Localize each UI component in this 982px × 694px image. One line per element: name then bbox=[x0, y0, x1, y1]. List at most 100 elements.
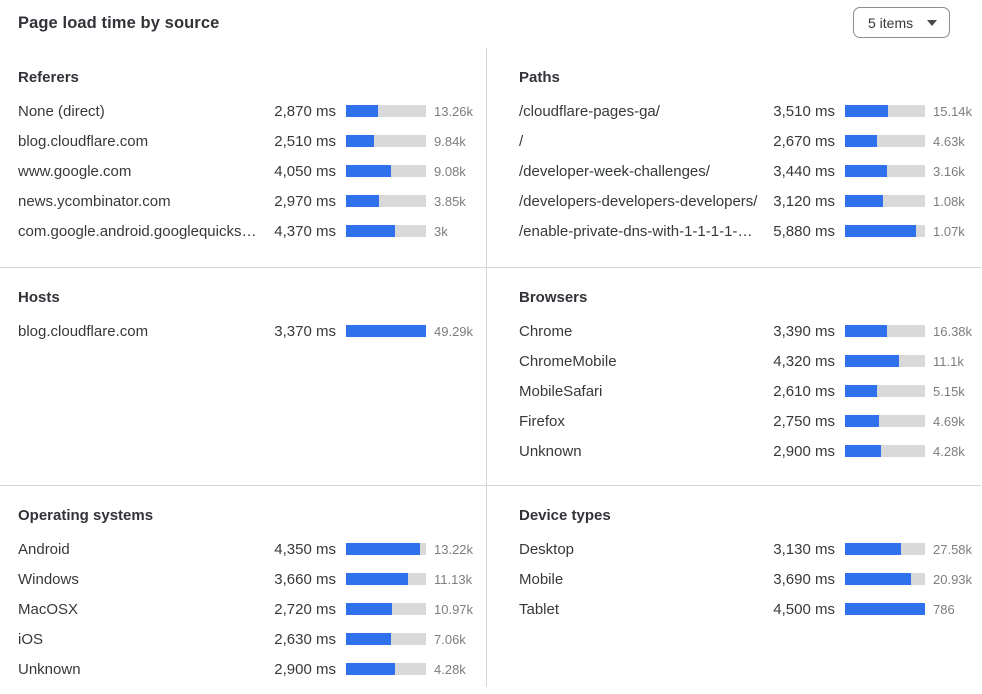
stat-row[interactable]: blog.cloudflare.com 3,370 ms 49.29k bbox=[18, 316, 478, 346]
stat-row[interactable]: Unknown 2,900 ms 4.28k bbox=[519, 436, 977, 466]
stat-row[interactable]: Windows 3,660 ms 11.13k bbox=[18, 564, 478, 594]
load-time-bar bbox=[845, 195, 925, 207]
items-count-dropdown[interactable]: 5 items bbox=[853, 7, 950, 38]
load-time-bar bbox=[845, 603, 925, 615]
load-time-bar-fill bbox=[845, 135, 878, 147]
row-label: /cloudflare-pages-ga/ bbox=[519, 102, 660, 120]
load-time-bar-fill bbox=[346, 105, 378, 117]
load-time-bar-fill bbox=[845, 603, 925, 615]
load-time-bar-fill bbox=[845, 415, 880, 427]
load-time-bar-fill bbox=[845, 543, 901, 555]
stat-row[interactable]: None (direct) 2,870 ms 13.26k bbox=[18, 96, 478, 126]
stat-row[interactable]: ChromeMobile 4,320 ms 11.1k bbox=[519, 346, 977, 376]
load-time-bar bbox=[845, 445, 925, 457]
load-time-bar bbox=[346, 543, 426, 555]
row-load-time: 3,370 ms bbox=[274, 322, 336, 340]
row-load-time: 4,370 ms bbox=[274, 222, 336, 240]
row-label: Mobile bbox=[519, 570, 564, 588]
stat-row[interactable]: /developer-week-challenges/ 3,440 ms 3.1… bbox=[519, 156, 977, 186]
load-time-bar bbox=[845, 415, 925, 427]
row-load-time: 2,630 ms bbox=[274, 630, 336, 648]
row-count: 9.84k bbox=[434, 133, 466, 149]
stat-row[interactable]: Chrome 3,390 ms 16.38k bbox=[519, 316, 977, 346]
load-time-bar bbox=[845, 325, 925, 337]
stat-row[interactable]: MacOSX 2,720 ms 10.97k bbox=[18, 594, 478, 624]
stat-row[interactable]: Firefox 2,750 ms 4.69k bbox=[519, 406, 977, 436]
stat-panel-hosts: Hosts blog.cloudflare.com 3,370 ms 49.29… bbox=[0, 267, 486, 485]
row-label: / bbox=[519, 132, 524, 150]
load-time-bar bbox=[346, 135, 426, 147]
panel-rows: /cloudflare-pages-ga/ 3,510 ms 15.14k / … bbox=[519, 96, 977, 246]
row-label: Chrome bbox=[519, 322, 573, 340]
load-time-bar bbox=[346, 663, 426, 675]
row-count: 11.13k bbox=[434, 571, 473, 587]
stat-row[interactable]: Mobile 3,690 ms 20.93k bbox=[519, 564, 977, 594]
stat-row[interactable]: Tablet 4,500 ms 786 bbox=[519, 594, 977, 624]
stat-row[interactable]: news.ycombinator.com 2,970 ms 3.85k bbox=[18, 186, 478, 216]
stat-row[interactable]: /enable-private-dns-with-1-1-1-1-on-... … bbox=[519, 216, 977, 246]
load-time-bar bbox=[845, 165, 925, 177]
row-count: 786 bbox=[933, 601, 955, 617]
page-title: Page load time by source bbox=[18, 14, 220, 32]
stat-row[interactable]: /developers-developers-developers/ 3,120… bbox=[519, 186, 977, 216]
load-time-bar-fill bbox=[845, 105, 888, 117]
stat-row[interactable]: Unknown 2,900 ms 4.28k bbox=[18, 654, 478, 684]
load-time-bar bbox=[346, 165, 426, 177]
row-label: Android bbox=[18, 540, 70, 558]
panel-rows: blog.cloudflare.com 3,370 ms 49.29k bbox=[18, 316, 478, 346]
load-time-bar-fill bbox=[346, 195, 380, 207]
row-label: ChromeMobile bbox=[519, 352, 617, 370]
widget-header: Page load time by source 5 items bbox=[0, 0, 982, 48]
stat-row[interactable]: MobileSafari 2,610 ms 5.15k bbox=[519, 376, 977, 406]
load-time-bar-fill bbox=[346, 663, 396, 675]
stat-row[interactable]: com.google.android.googlequicksearc... 4… bbox=[18, 216, 478, 246]
row-label: Desktop bbox=[519, 540, 575, 558]
stat-row[interactable]: www.google.com 4,050 ms 9.08k bbox=[18, 156, 478, 186]
row-load-time: 2,510 ms bbox=[274, 132, 336, 150]
row-load-time: 3,130 ms bbox=[773, 540, 835, 558]
chevron-down-icon bbox=[927, 20, 937, 26]
row-count: 7.06k bbox=[434, 631, 466, 647]
load-time-bar bbox=[346, 105, 426, 117]
stat-panel-paths: Paths /cloudflare-pages-ga/ 3,510 ms 15.… bbox=[486, 48, 981, 267]
load-time-bar-fill bbox=[845, 573, 911, 585]
stat-row[interactable]: blog.cloudflare.com 2,510 ms 9.84k bbox=[18, 126, 478, 156]
row-load-time: 3,510 ms bbox=[773, 102, 835, 120]
stat-row[interactable]: Android 4,350 ms 13.22k bbox=[18, 534, 478, 564]
row-count: 4.69k bbox=[933, 413, 965, 429]
row-label: www.google.com bbox=[18, 162, 132, 180]
stat-panel-device-types: Device types Desktop 3,130 ms 27.58k Mob… bbox=[486, 485, 981, 687]
row-load-time: 4,500 ms bbox=[773, 600, 835, 618]
row-label: news.ycombinator.com bbox=[18, 192, 171, 210]
row-load-time: 3,690 ms bbox=[773, 570, 835, 588]
row-label: /developer-week-challenges/ bbox=[519, 162, 710, 180]
row-load-time: 2,610 ms bbox=[773, 382, 835, 400]
load-time-bar-fill bbox=[346, 573, 409, 585]
load-time-bar bbox=[845, 385, 925, 397]
row-label: Firefox bbox=[519, 412, 565, 430]
stat-row[interactable]: iOS 2,630 ms 7.06k bbox=[18, 624, 478, 654]
load-time-bar bbox=[346, 573, 426, 585]
stat-row[interactable]: Desktop 3,130 ms 27.58k bbox=[519, 534, 977, 564]
load-time-bar-fill bbox=[845, 355, 899, 367]
row-load-time: 3,120 ms bbox=[773, 192, 835, 210]
row-count: 15.14k bbox=[933, 103, 973, 119]
load-time-bar-fill bbox=[346, 325, 426, 337]
stat-row[interactable]: / 2,670 ms 4.63k bbox=[519, 126, 977, 156]
load-time-bar-fill bbox=[845, 165, 887, 177]
row-count: 16.38k bbox=[933, 323, 973, 339]
load-time-bar bbox=[845, 105, 925, 117]
row-label: blog.cloudflare.com bbox=[18, 132, 149, 150]
load-time-bar-fill bbox=[845, 445, 881, 457]
stat-row[interactable]: /cloudflare-pages-ga/ 3,510 ms 15.14k bbox=[519, 96, 977, 126]
load-time-bar bbox=[845, 225, 925, 237]
row-load-time: 2,900 ms bbox=[773, 442, 835, 460]
row-load-time: 2,750 ms bbox=[773, 412, 835, 430]
row-count: 3.85k bbox=[434, 193, 466, 209]
row-count: 4.28k bbox=[434, 661, 466, 677]
row-load-time: 2,720 ms bbox=[274, 600, 336, 618]
row-count: 4.63k bbox=[933, 133, 965, 149]
row-label: blog.cloudflare.com bbox=[18, 322, 149, 340]
panel-rows: Android 4,350 ms 13.22k Windows 3,660 ms… bbox=[18, 534, 478, 684]
